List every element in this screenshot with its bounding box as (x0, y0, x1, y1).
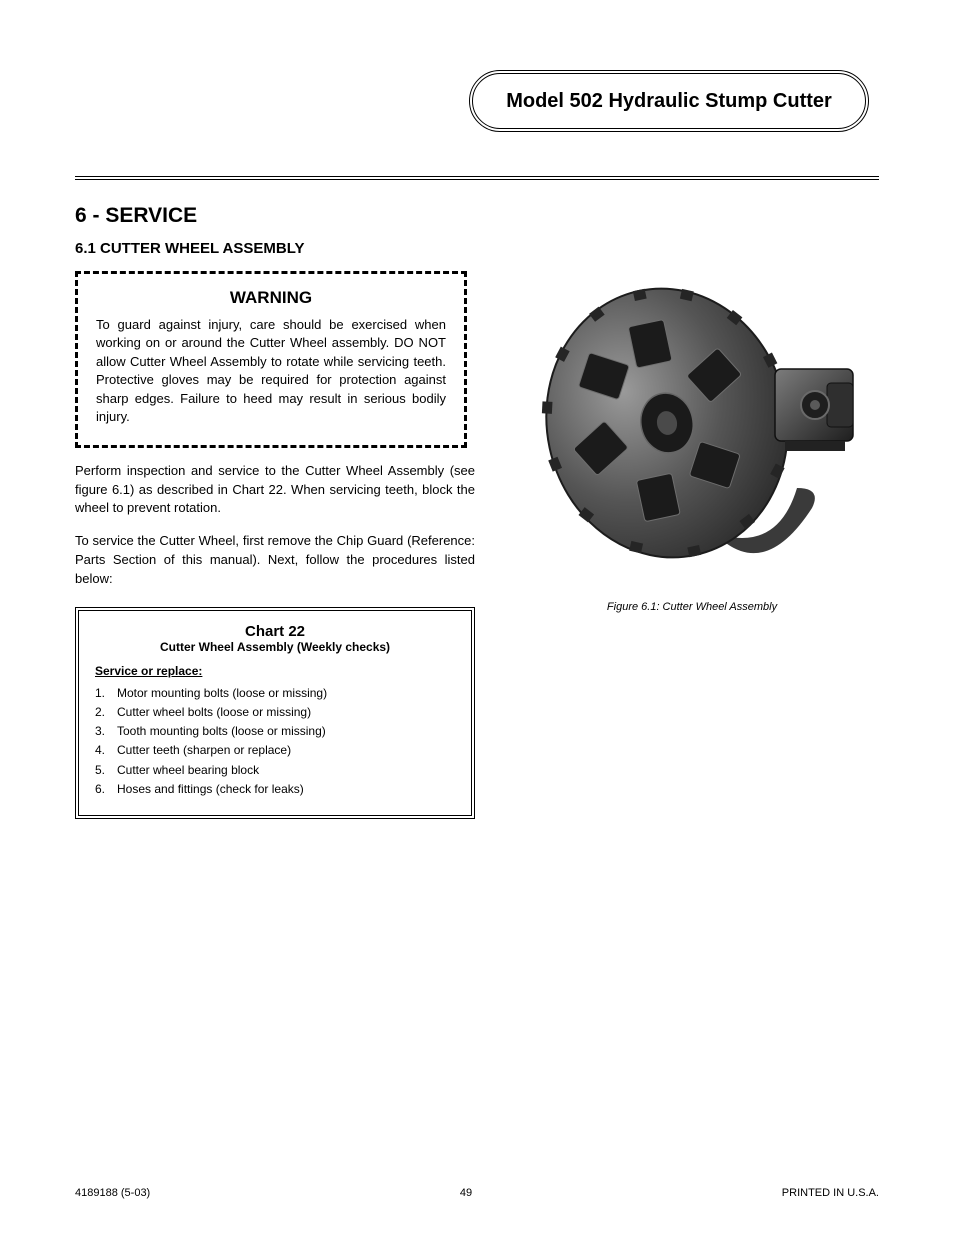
model-label-box: Model 502 Hydraulic Stump Cutter (469, 70, 869, 132)
figure-caption: Figure 6.1: Cutter Wheel Assembly (527, 601, 857, 613)
chart22-item-text: Motor mounting bolts (loose or missing) (117, 684, 327, 703)
chart22-item-text: Cutter teeth (sharpen or replace) (117, 741, 291, 760)
header: Model 502 Hydraulic Stump Cutter (75, 60, 879, 170)
warning-body: To guard against injury, care should be … (96, 316, 446, 427)
chart22-item-num: 1. (95, 684, 117, 703)
model-label-text: Model 502 Hydraulic Stump Cutter (506, 90, 832, 113)
chart22-item-num: 4. (95, 741, 117, 760)
chart22-item: 6.Hoses and fittings (check for leaks) (95, 780, 455, 799)
chart22-list: 1.Motor mounting bolts (loose or missing… (95, 684, 455, 799)
subsection-title: 6.1 CUTTER WHEEL ASSEMBLY (75, 240, 879, 257)
chart22-item-text: Cutter wheel bearing block (117, 761, 259, 780)
chart22-box: Chart 22 Cutter Wheel Assembly (Weekly c… (75, 607, 475, 819)
chart22-item-num: 5. (95, 761, 117, 780)
cutter-wheel-image (527, 273, 857, 593)
chart22-item: 2.Cutter wheel bolts (loose or missing) (95, 703, 455, 722)
left-column: WARNING To guard against injury, care sh… (75, 271, 475, 819)
chart22-item-text: Hoses and fittings (check for leaks) (117, 780, 304, 799)
chart22-list-heading: Service or replace: (95, 664, 455, 678)
chart22-item-text: Cutter wheel bolts (loose or missing) (117, 703, 311, 722)
chart22-item: 5.Cutter wheel bearing block (95, 761, 455, 780)
chart22-item: 1.Motor mounting bolts (loose or missing… (95, 684, 455, 703)
chart22-subtitle: Cutter Wheel Assembly (Weekly checks) (95, 640, 455, 654)
paragraph-2: To service the Cutter Wheel, first remov… (75, 532, 475, 589)
chart22-item: 4.Cutter teeth (sharpen or replace) (95, 741, 455, 760)
chart22-item-text: Tooth mounting bolts (loose or missing) (117, 722, 326, 741)
content-row: WARNING To guard against injury, care sh… (75, 271, 879, 819)
chart22-item: 3.Tooth mounting bolts (loose or missing… (95, 722, 455, 741)
paragraph-1: Perform inspection and service to the Cu… (75, 462, 475, 519)
footer-right: PRINTED IN U.S.A. (782, 1187, 879, 1199)
footer-left: 4189188 (5-03) (75, 1187, 150, 1199)
chart22-title: Chart 22 (95, 623, 455, 640)
figure: Figure 6.1: Cutter Wheel Assembly (527, 273, 857, 613)
warning-title: WARNING (96, 288, 446, 308)
footer-page: 49 (460, 1187, 472, 1199)
warning-box: WARNING To guard against injury, care sh… (75, 271, 467, 448)
chart22-item-num: 6. (95, 780, 117, 799)
section-title: 6 - SERVICE (75, 204, 879, 228)
chart22-item-num: 2. (95, 703, 117, 722)
chart22-item-num: 3. (95, 722, 117, 741)
right-column: Figure 6.1: Cutter Wheel Assembly (505, 271, 879, 819)
header-rule (75, 176, 879, 180)
footer: 4189188 (5-03) 49 PRINTED IN U.S.A. (75, 1187, 879, 1199)
